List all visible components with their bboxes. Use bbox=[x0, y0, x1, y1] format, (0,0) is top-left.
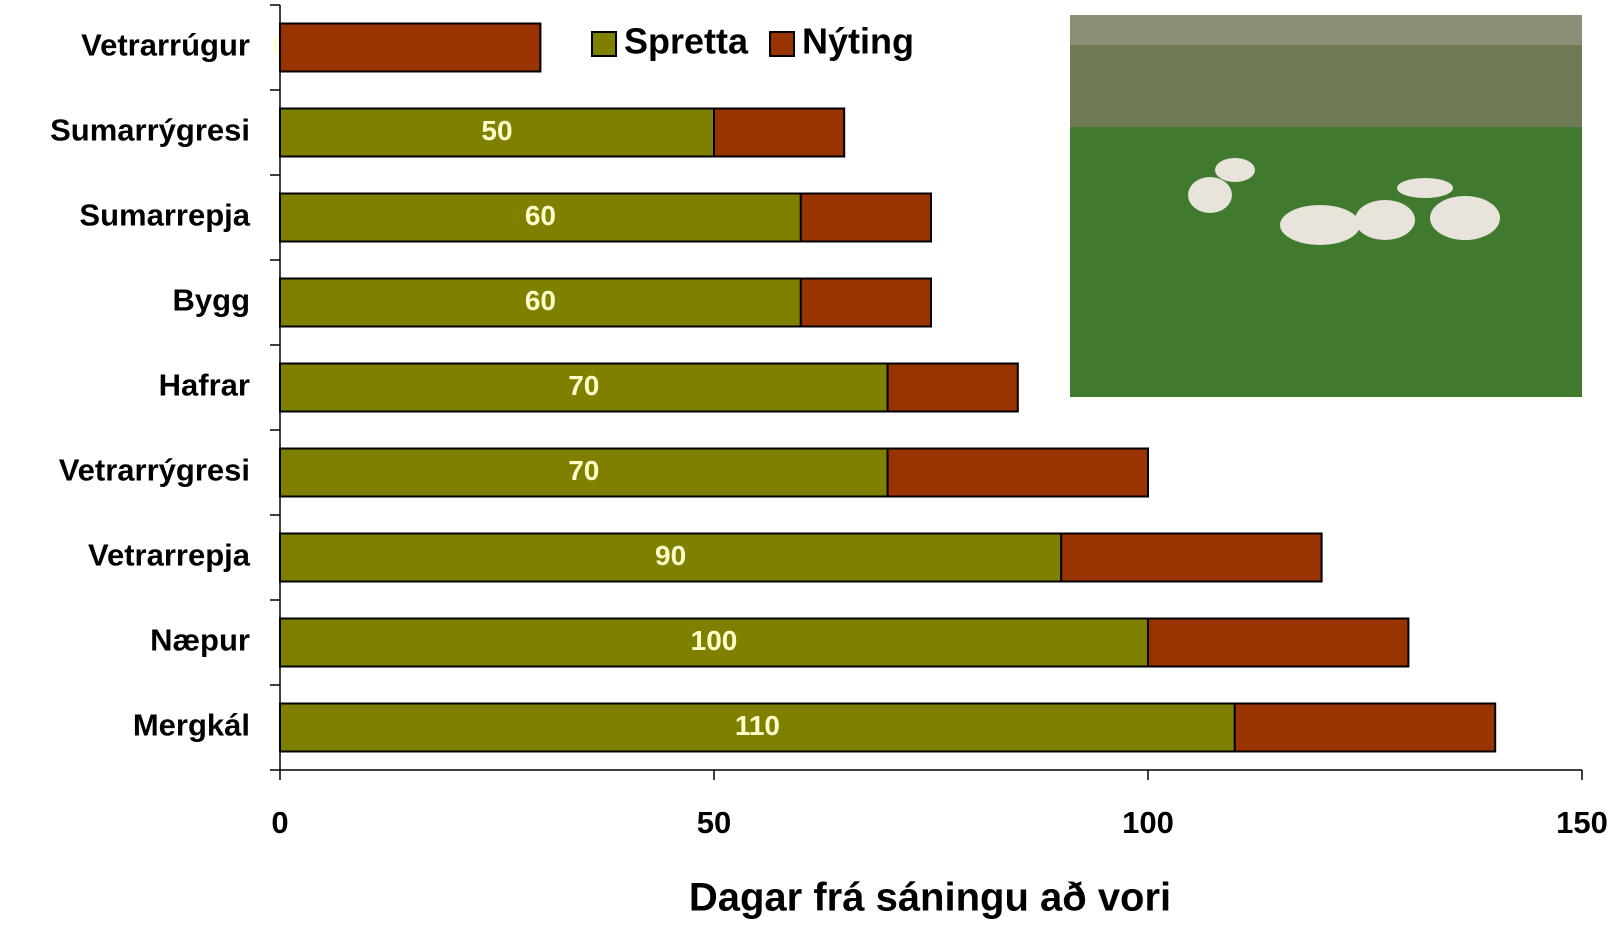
x-tick-label: 50 bbox=[697, 805, 731, 840]
category-label: Mergkál bbox=[133, 708, 250, 743]
category-label: Vetrarrepja bbox=[88, 538, 251, 573]
category-label: Hafrar bbox=[159, 368, 250, 403]
bar-segment bbox=[886, 447, 1149, 498]
bar-segment bbox=[279, 532, 1063, 583]
bar-segment bbox=[279, 447, 889, 498]
bar-segment bbox=[279, 22, 542, 73]
category-label: Sumarrýgresi bbox=[50, 113, 250, 148]
data-label: 70 bbox=[568, 370, 599, 401]
category-label: Vetrarrúgur bbox=[81, 28, 250, 63]
bar-segment bbox=[799, 192, 932, 243]
x-tick-label: 0 bbox=[271, 805, 288, 840]
bar-segment bbox=[713, 107, 846, 158]
data-label: 90 bbox=[655, 540, 686, 571]
data-label: 110 bbox=[735, 710, 780, 741]
x-tick-label: 150 bbox=[1556, 805, 1608, 840]
legend-label: Spretta bbox=[624, 21, 749, 62]
bar-segment bbox=[279, 192, 802, 243]
data-label: 100 bbox=[691, 625, 738, 656]
x-axis-label: Dagar frá sáningu að vori bbox=[689, 876, 1171, 920]
category-label: Bygg bbox=[173, 283, 251, 318]
bar-segment bbox=[1233, 702, 1497, 753]
legend-swatch bbox=[591, 31, 617, 57]
data-label: 50 bbox=[481, 115, 512, 146]
bar-segment bbox=[1147, 617, 1410, 668]
legend-swatch bbox=[769, 31, 796, 57]
bar-segment bbox=[279, 362, 889, 413]
data-label: 60 bbox=[525, 285, 556, 316]
bar-segment bbox=[279, 277, 802, 328]
bar-segment bbox=[279, 617, 1149, 668]
bar-segment bbox=[799, 277, 932, 328]
legend-label: Nýting bbox=[802, 21, 914, 62]
bar-segment bbox=[279, 107, 715, 158]
data-label: 70 bbox=[568, 455, 599, 486]
category-label: Sumarrepja bbox=[79, 198, 250, 233]
bar-segment bbox=[886, 362, 1019, 413]
category-label: Næpur bbox=[150, 623, 250, 658]
category-label: Vetrarrýgresi bbox=[59, 453, 250, 488]
x-tick-label: 100 bbox=[1122, 805, 1174, 840]
photo bbox=[1070, 15, 1582, 397]
bar-segment bbox=[1060, 532, 1323, 583]
data-label: 60 bbox=[525, 200, 556, 231]
